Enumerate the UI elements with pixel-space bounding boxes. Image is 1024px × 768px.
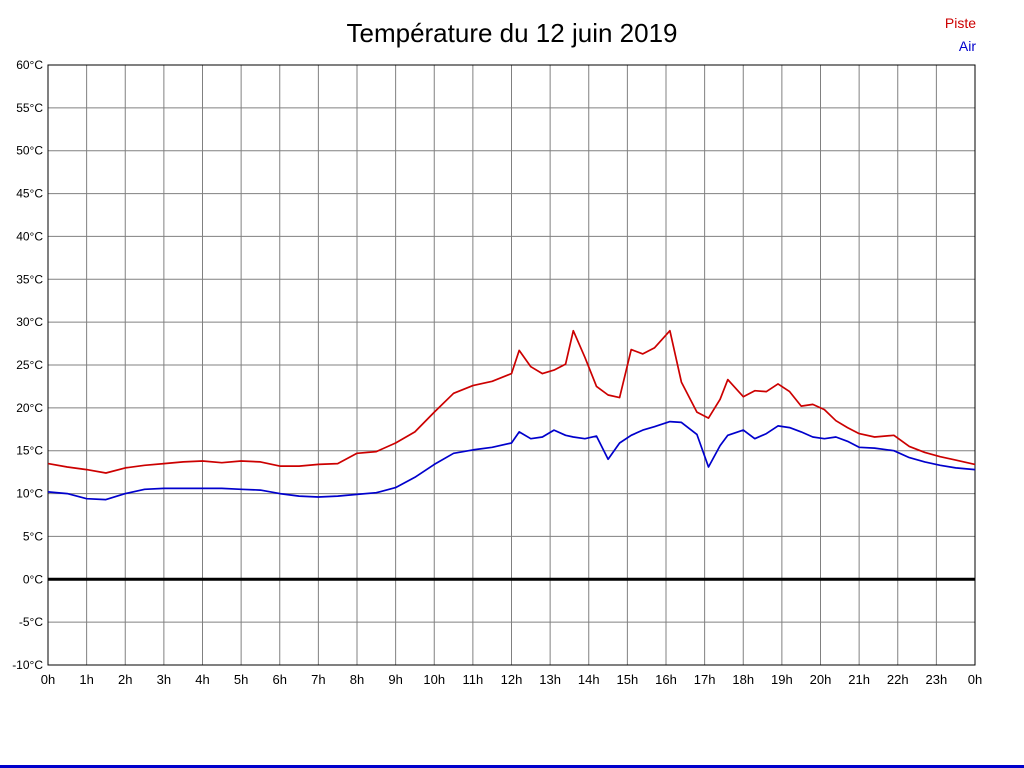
y-tick-label: 30°C <box>16 315 43 329</box>
y-tick-label: 10°C <box>16 487 43 501</box>
legend: Piste Air <box>945 12 976 58</box>
legend-item-piste: Piste <box>944 15 976 31</box>
x-tick-label: 21h <box>848 672 870 687</box>
x-tick-label: 17h <box>694 672 716 687</box>
x-tick-label: 19h <box>771 672 793 687</box>
x-tick-label: 9h <box>388 672 402 687</box>
y-tick-label: 35°C <box>16 272 43 286</box>
x-tick-label: 14h <box>578 672 600 687</box>
x-tick-label: 11h <box>463 672 484 687</box>
y-tick-label: 25°C <box>16 358 43 372</box>
x-tick-label: 8h <box>350 672 364 687</box>
y-axis-tick-labels: -10°C -5°C 0°C 5°C 10°C 15°C 20°C 25°C 30°C 35°C 4… <box>12 58 43 672</box>
x-tick-label: 6h <box>273 672 287 687</box>
y-tick-label: 0°C <box>23 572 43 586</box>
x-tick-label: 5h <box>234 672 248 687</box>
x-tick-label: 15h <box>617 672 639 687</box>
x-tick-label: 22h <box>887 672 909 687</box>
x-tick-label: 2h <box>118 672 132 687</box>
y-tick-label: -10°C <box>12 658 43 672</box>
x-tick-label: 13h <box>539 672 561 687</box>
x-tick-label: 10h <box>423 672 445 687</box>
series-line-piste <box>47 329 976 474</box>
y-tick-label: 50°C <box>16 144 43 158</box>
x-axis-tick-labels: 0h 1h 2h 3h 4h 5h 6h 7h 8h 9h 10h 11h 12h 13h 14h 15h 16… <box>41 672 982 687</box>
series-line-air <box>47 420 976 501</box>
x-tick-label: 20h <box>810 672 832 687</box>
y-tick-label: 15°C <box>16 444 43 458</box>
x-tick-label: 0h <box>968 672 982 687</box>
plot-border <box>47 64 976 666</box>
y-tick-label: 20°C <box>16 401 43 415</box>
x-tick-label: 0h <box>41 672 55 687</box>
x-tick-label: 3h <box>157 672 171 687</box>
y-tick-label: 60°C <box>16 58 43 72</box>
legend-item-air: Air <box>958 38 976 54</box>
grid-lines <box>47 64 976 666</box>
y-tick-label: 40°C <box>16 229 43 243</box>
x-tick-label: 1h <box>79 672 93 687</box>
x-tick-label: 12h <box>501 672 523 687</box>
bottom-border-line <box>0 765 1024 768</box>
y-tick-label: 55°C <box>16 101 43 115</box>
y-tick-label: 45°C <box>16 187 43 201</box>
y-tick-label: 5°C <box>23 529 43 543</box>
chart-title: Température du 12 juin 2019 <box>346 18 678 48</box>
x-tick-label: 23h <box>926 672 948 687</box>
x-tick-label: 16h <box>655 672 677 687</box>
x-tick-label: 4h <box>195 672 209 687</box>
x-tick-label: 7h <box>311 672 325 687</box>
y-tick-label: -5°C <box>19 615 43 629</box>
x-tick-label: 18h <box>732 672 754 687</box>
